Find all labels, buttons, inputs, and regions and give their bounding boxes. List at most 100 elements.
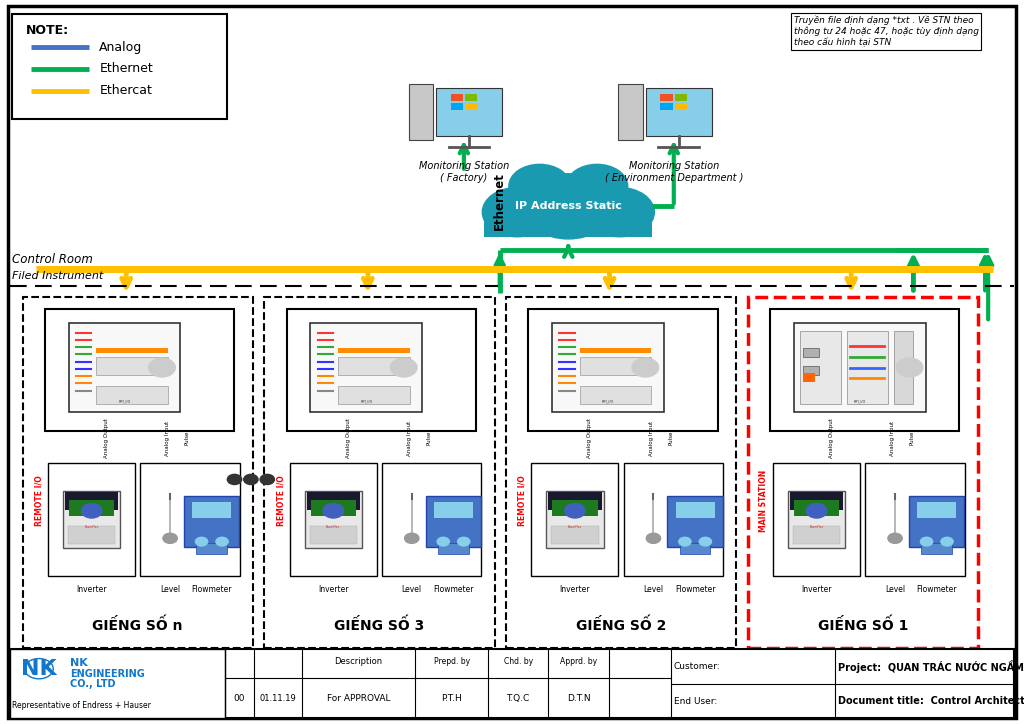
Circle shape [163, 533, 177, 543]
FancyBboxPatch shape [788, 491, 845, 548]
Text: Analog Output: Analog Output [346, 418, 350, 458]
Circle shape [196, 537, 208, 546]
Text: Inverter: Inverter [560, 585, 590, 594]
Circle shape [921, 537, 933, 546]
Text: Representative of Endress + Hauser: Representative of Endress + Hauser [12, 702, 152, 710]
FancyBboxPatch shape [549, 492, 602, 510]
Text: Inverter: Inverter [77, 585, 106, 594]
Text: GIẾNG SỐ n: GIẾNG SỐ n [92, 617, 183, 633]
Circle shape [216, 537, 228, 546]
FancyBboxPatch shape [465, 94, 477, 101]
Circle shape [404, 533, 419, 543]
FancyBboxPatch shape [803, 348, 819, 357]
FancyBboxPatch shape [795, 500, 840, 515]
Text: T.Q.C: T.Q.C [507, 694, 529, 704]
FancyBboxPatch shape [531, 463, 618, 576]
Text: Chd. by: Chd. by [504, 657, 532, 666]
Text: REMOTE I/O: REMOTE I/O [518, 475, 526, 526]
Text: Analog: Analog [99, 41, 142, 54]
Circle shape [699, 537, 712, 546]
FancyBboxPatch shape [770, 309, 959, 431]
FancyBboxPatch shape [338, 348, 410, 353]
FancyBboxPatch shape [847, 332, 888, 404]
FancyBboxPatch shape [12, 14, 227, 119]
FancyBboxPatch shape [434, 502, 473, 518]
Text: For APPROVAL: For APPROVAL [327, 694, 390, 704]
FancyBboxPatch shape [624, 463, 723, 576]
Text: PowerFlex: PowerFlex [810, 525, 823, 529]
Text: Description: Description [335, 657, 382, 666]
Circle shape [565, 504, 586, 518]
FancyBboxPatch shape [803, 374, 815, 382]
Circle shape [437, 537, 450, 546]
Text: Filed Instrument: Filed Instrument [12, 271, 103, 281]
FancyBboxPatch shape [23, 297, 253, 648]
Text: D.T.N: D.T.N [566, 694, 591, 704]
Text: Flowmeter: Flowmeter [916, 585, 957, 594]
FancyBboxPatch shape [451, 94, 463, 101]
Text: Pulse: Pulse [910, 431, 914, 445]
FancyBboxPatch shape [311, 500, 356, 515]
Text: GIẾNG SỐ 2: GIẾNG SỐ 2 [575, 617, 667, 633]
FancyBboxPatch shape [426, 496, 481, 547]
Text: GIẾNG SỐ 1: GIẾNG SỐ 1 [817, 617, 908, 633]
FancyBboxPatch shape [528, 309, 718, 431]
FancyBboxPatch shape [197, 543, 227, 554]
Text: RPI_I/O: RPI_I/O [119, 400, 131, 404]
Text: CO., LTD: CO., LTD [70, 679, 115, 689]
Text: Ethercat: Ethercat [99, 84, 153, 97]
FancyBboxPatch shape [675, 94, 687, 101]
Text: Inverter: Inverter [802, 585, 831, 594]
FancyBboxPatch shape [676, 502, 715, 518]
FancyBboxPatch shape [70, 500, 115, 515]
Text: 01.11.19: 01.11.19 [260, 694, 296, 704]
Text: Document title:  Control Architecture: Document title: Control Architecture [838, 696, 1024, 706]
FancyBboxPatch shape [865, 463, 965, 576]
FancyBboxPatch shape [922, 543, 952, 554]
Text: Analog Input: Analog Input [891, 421, 895, 455]
FancyBboxPatch shape [305, 491, 362, 548]
FancyBboxPatch shape [409, 85, 433, 140]
FancyBboxPatch shape [748, 297, 978, 648]
FancyBboxPatch shape [48, 463, 135, 576]
Circle shape [807, 504, 827, 518]
FancyBboxPatch shape [338, 357, 410, 375]
Text: Ethernet: Ethernet [99, 62, 153, 75]
Text: ENGINEERING: ENGINEERING [70, 669, 144, 679]
FancyBboxPatch shape [68, 526, 115, 544]
FancyBboxPatch shape [10, 649, 225, 718]
Text: Analog Input: Analog Input [649, 421, 653, 455]
Circle shape [324, 504, 344, 518]
Circle shape [585, 188, 654, 237]
FancyBboxPatch shape [290, 463, 377, 576]
FancyBboxPatch shape [580, 386, 651, 404]
Text: RPI_I/O: RPI_I/O [360, 400, 373, 404]
Text: Apprd. by: Apprd. by [560, 657, 597, 666]
Text: 00: 00 [233, 694, 246, 704]
FancyBboxPatch shape [552, 323, 664, 413]
Circle shape [509, 164, 570, 208]
FancyBboxPatch shape [791, 492, 844, 510]
Text: GIẾNG SỐ 3: GIẾNG SỐ 3 [334, 617, 425, 633]
FancyBboxPatch shape [310, 323, 422, 413]
Circle shape [82, 504, 101, 518]
FancyBboxPatch shape [465, 103, 477, 110]
Text: RPI_I/O: RPI_I/O [854, 400, 866, 404]
Text: Control Room: Control Room [12, 253, 93, 266]
FancyBboxPatch shape [547, 491, 603, 548]
Circle shape [390, 358, 417, 377]
Circle shape [679, 537, 691, 546]
FancyBboxPatch shape [96, 386, 168, 404]
Text: REMOTE I/O: REMOTE I/O [35, 475, 43, 526]
Circle shape [227, 474, 242, 484]
FancyBboxPatch shape [794, 323, 926, 413]
Circle shape [632, 358, 658, 377]
Text: MAIN STATION: MAIN STATION [760, 469, 768, 531]
Text: Monitoring Station
( Factory): Monitoring Station ( Factory) [419, 161, 509, 183]
FancyBboxPatch shape [96, 348, 168, 353]
FancyBboxPatch shape [8, 6, 1016, 718]
Circle shape [458, 537, 470, 546]
FancyBboxPatch shape [10, 649, 1014, 718]
FancyBboxPatch shape [309, 526, 356, 544]
FancyBboxPatch shape [660, 103, 673, 110]
